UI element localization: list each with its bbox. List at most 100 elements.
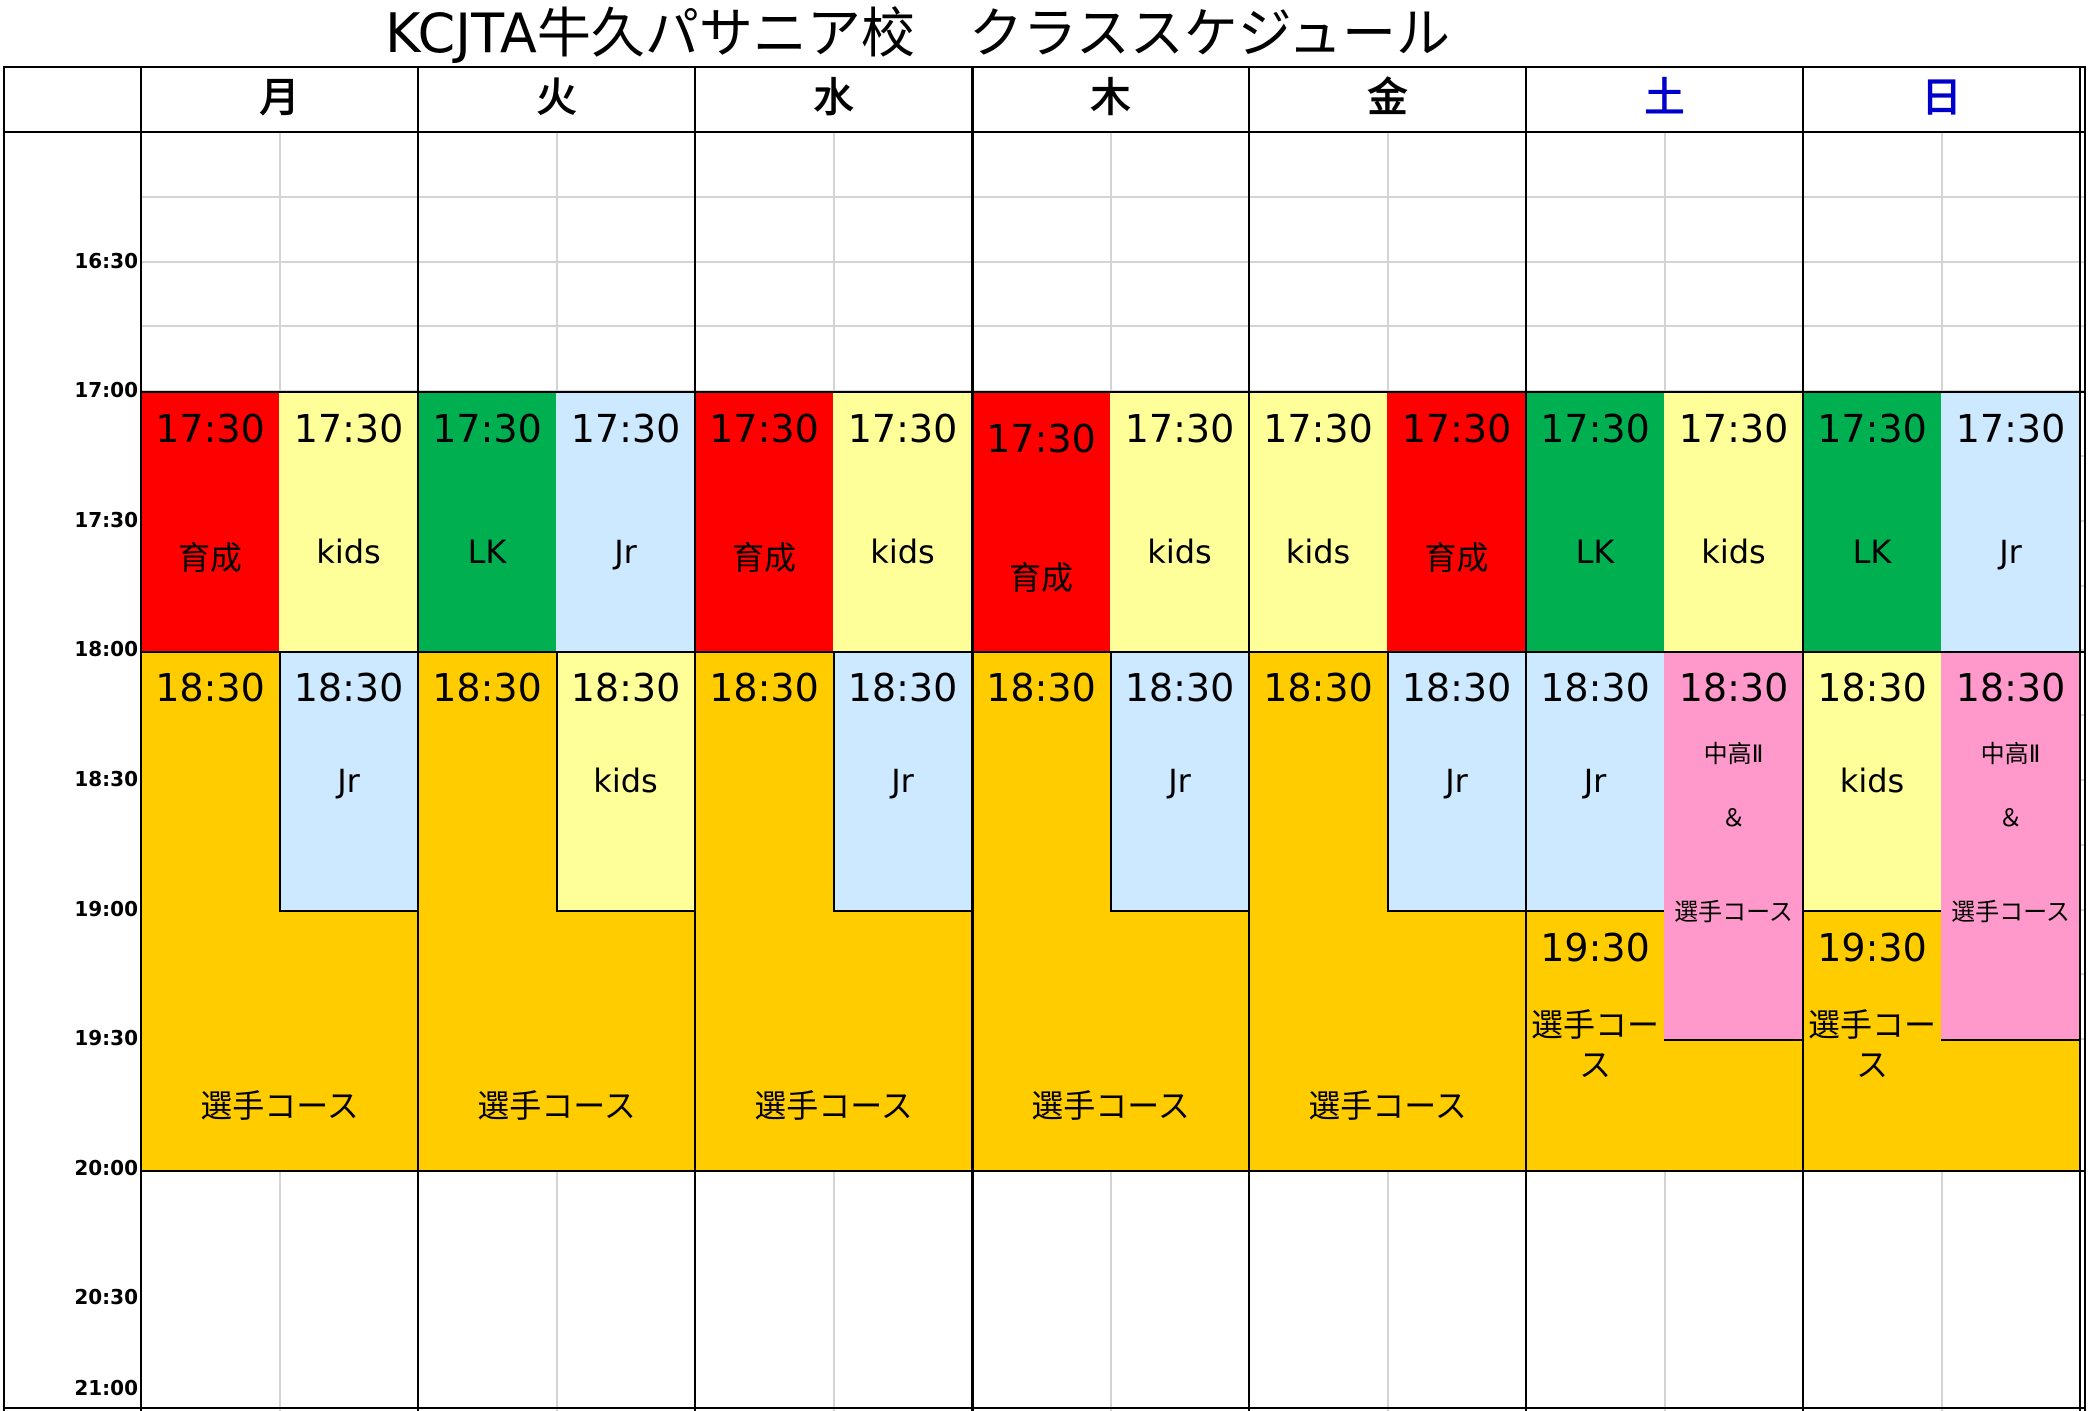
- border-left: [3, 66, 5, 1411]
- class-time: 18:30: [155, 666, 265, 711]
- course-name: 選手コース: [477, 1087, 636, 1125]
- class-block[interactable]: [1941, 652, 2080, 1042]
- class-name: 選手コース: [1951, 898, 2070, 927]
- class-time: 19:30: [1540, 925, 1650, 970]
- class-time: 18:30: [986, 666, 1096, 711]
- class-block[interactable]: [1664, 652, 1803, 1042]
- course-name: ス: [1855, 1045, 1888, 1084]
- class-block[interactable]: [1803, 652, 1941, 912]
- title-text: KCJTA牛久パサニア校 クラススケジュール: [385, 2, 1450, 65]
- rule-1830: [141, 651, 2086, 654]
- class-name: 育成: [731, 539, 796, 578]
- class-block[interactable]: [833, 393, 972, 653]
- class-block[interactable]: [556, 393, 695, 653]
- header-bottom-line: [3, 131, 2086, 133]
- time-label: 20:00: [74, 1155, 138, 1180]
- class-name: 中高Ⅱ: [1980, 740, 2041, 769]
- class-name: kids: [1839, 762, 1905, 801]
- class-name: LK: [1852, 533, 1892, 572]
- class-name: Jr: [614, 533, 637, 572]
- class-block[interactable]: [1526, 393, 1664, 653]
- border-bottom: [3, 1407, 2086, 1409]
- class-time: 18:30: [1124, 666, 1235, 711]
- day-header: 火: [536, 75, 577, 121]
- rule-2030: [141, 1169, 2086, 1172]
- class-block[interactable]: [972, 393, 1110, 653]
- class-block[interactable]: [1941, 393, 2080, 653]
- time-label: 16:30: [74, 248, 138, 273]
- class-block[interactable]: [141, 393, 279, 653]
- class-name: 育成: [1424, 539, 1489, 578]
- class-time: 17:30: [1955, 407, 2066, 452]
- class-time: 19:30: [1817, 925, 1927, 970]
- time-label: 19:30: [74, 1026, 138, 1051]
- class-name: 選手コース: [1674, 898, 1793, 927]
- class-name: kids: [870, 533, 935, 572]
- class-name: ＆: [1998, 804, 2023, 833]
- class-name: ＆: [1721, 804, 1746, 833]
- class-block[interactable]: [556, 652, 695, 912]
- class-name: 育成: [1008, 559, 1073, 598]
- class-time: 18:30: [1401, 666, 1512, 711]
- course-name: 選手コー: [1530, 1005, 1659, 1044]
- class-time: 18:30: [1678, 666, 1789, 711]
- course-name: ス: [1578, 1045, 1611, 1084]
- class-block[interactable]: [1249, 393, 1387, 653]
- day-header: 月: [259, 75, 300, 121]
- class-block[interactable]: [1110, 652, 1249, 912]
- page-title: KCJTA牛久パサニア校 クラススケジュール: [0, 0, 2091, 65]
- day-divider: [1248, 66, 1250, 1411]
- border-right: [2084, 390, 2086, 1411]
- class-time: 18:30: [570, 666, 681, 711]
- class-time: 17:30: [1401, 407, 1512, 452]
- class-time: 17:30: [1263, 407, 1373, 452]
- class-time: 18:30: [1817, 666, 1927, 711]
- class-time: 18:30: [1955, 666, 2066, 711]
- class-block[interactable]: [418, 393, 556, 653]
- class-block[interactable]: [833, 652, 972, 912]
- day-header: 土: [1644, 75, 1685, 121]
- time-label: 18:30: [74, 767, 138, 791]
- course-name: 選手コース: [754, 1087, 913, 1125]
- class-block[interactable]: [279, 652, 418, 912]
- class-name: Jr: [1999, 533, 2022, 572]
- class-time: 17:30: [709, 407, 819, 452]
- class-block[interactable]: [279, 393, 418, 653]
- day-divider: [140, 66, 142, 1411]
- border-top: [3, 66, 2086, 68]
- class-time: 18:30: [1263, 666, 1373, 711]
- class-name: kids: [593, 762, 658, 801]
- class-block[interactable]: [1664, 393, 1803, 653]
- day-divider: [1802, 66, 1804, 1411]
- class-block[interactable]: [1803, 393, 1941, 653]
- class-block[interactable]: [1526, 652, 1664, 912]
- time-label: 17:00: [74, 378, 138, 403]
- class-time: 17:30: [293, 407, 404, 452]
- class-time: 17:30: [570, 407, 681, 452]
- course-name: 選手コー: [1807, 1005, 1936, 1044]
- class-name: 中高Ⅱ: [1703, 740, 1764, 769]
- day-divider: [1525, 66, 1527, 1411]
- class-name: kids: [1285, 533, 1351, 572]
- class-time: 18:30: [847, 666, 958, 711]
- class-name: 育成: [177, 539, 242, 578]
- class-name: Jr: [1583, 762, 1607, 801]
- day-header: 金: [1367, 75, 1408, 121]
- class-block[interactable]: [1387, 652, 1526, 912]
- day-divider: [971, 66, 974, 1411]
- grid-row-line: [141, 195, 2086, 198]
- time-label: 21:00: [74, 1376, 138, 1400]
- class-time: 18:30: [432, 666, 542, 711]
- class-time: 17:30: [432, 407, 542, 452]
- class-name: kids: [1701, 533, 1766, 572]
- grid-row-line: [141, 325, 2086, 328]
- course-name: 選手コース: [200, 1087, 359, 1125]
- day-divider: [417, 66, 419, 1411]
- class-block[interactable]: [695, 393, 833, 653]
- class-block[interactable]: [1110, 393, 1249, 653]
- class-block[interactable]: [1387, 393, 1526, 653]
- class-time: 18:30: [293, 666, 404, 711]
- class-time: 17:30: [986, 417, 1096, 462]
- day-divider: [694, 66, 696, 1411]
